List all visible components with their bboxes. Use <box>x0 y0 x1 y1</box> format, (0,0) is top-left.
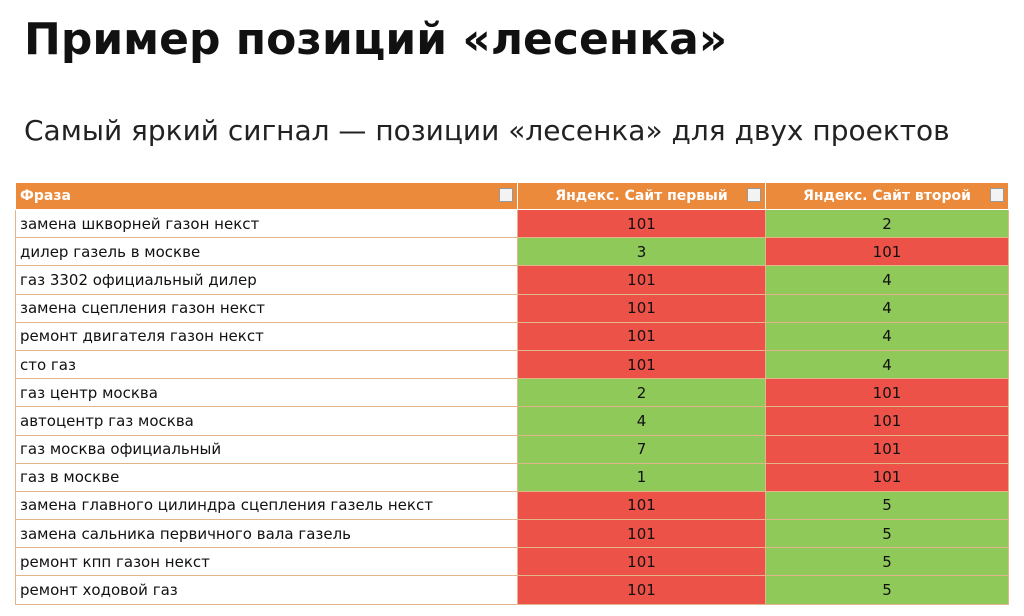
table-row: газ в москве 1 101 <box>15 462 1009 492</box>
position-cell: 101 <box>517 575 766 605</box>
phrase-cell: газ москва официальный <box>15 434 518 464</box>
column-header-text: Яндекс. Сайт первый <box>555 188 728 204</box>
phrase-cell: ремонт ходовой газ <box>15 575 518 605</box>
position-cell: 101 <box>517 265 766 295</box>
position-cell: 4 <box>765 321 1009 351</box>
position-cell: 101 <box>765 434 1009 464</box>
position-cell: 101 <box>517 490 766 521</box>
position-cell: 101 <box>765 462 1009 492</box>
position-cell: 5 <box>765 519 1009 549</box>
position-cell: 4 <box>517 406 766 436</box>
table-row: газ центр москва 2 101 <box>15 378 1009 408</box>
position-cell: 4 <box>765 349 1009 380</box>
phrase-cell: замена сальника первичного вала газель <box>15 519 518 549</box>
table-row: газ москва официальный 7 101 <box>15 434 1009 464</box>
position-cell: 4 <box>765 293 1009 323</box>
table-row: ремонт двигателя газон некст 101 4 <box>15 321 1009 351</box>
filter-button[interactable] <box>990 188 1004 202</box>
position-cell: 7 <box>517 434 766 464</box>
table: Фраза Яндекс. Сайт первый Яндекс. Сайт вто… <box>15 182 1009 605</box>
table-row: ремонт ходовой газ 101 5 <box>15 575 1009 605</box>
position-cell: 4 <box>765 265 1009 295</box>
position-cell: 2 <box>765 208 1009 239</box>
table-row: сто газ 101 4 <box>15 349 1009 380</box>
column-header: Фраза <box>15 182 518 210</box>
subtitle: Самый яркий сигнал — позиции «лесенка» д… <box>24 114 950 147</box>
phrase-cell: замена сцепления газон некст <box>15 293 518 323</box>
position-cell: 101 <box>517 547 766 577</box>
header-row: Фраза Яндекс. Сайт первый Яндекс. Сайт вто… <box>15 182 1009 210</box>
position-cell: 101 <box>765 406 1009 436</box>
phrase-cell: ремонт двигателя газон некст <box>15 321 518 351</box>
position-cell: 101 <box>517 349 766 380</box>
position-cell: 101 <box>517 208 766 239</box>
column-header: Яндекс. Сайт первый <box>517 182 766 210</box>
position-cell: 101 <box>765 378 1009 408</box>
table-row: газ 3302 официальный дилер 101 4 <box>15 265 1009 295</box>
filter-button[interactable] <box>499 188 513 202</box>
phrase-cell: автоцентр газ москва <box>15 406 518 436</box>
position-cell: 101 <box>517 293 766 323</box>
table-row: замена главного цилиндра сцепления газел… <box>15 490 1009 521</box>
position-cell: 101 <box>517 519 766 549</box>
phrase-cell: газ центр москва <box>15 378 518 408</box>
table-row: ремонт кпп газон некст 101 5 <box>15 547 1009 577</box>
phrase-cell: ремонт кпп газон некст <box>15 547 518 577</box>
position-cell: 101 <box>765 237 1009 267</box>
phrase-cell: дилер газель в москве <box>15 237 518 267</box>
position-cell: 3 <box>517 237 766 267</box>
column-header-text: Яндекс. Сайт второй <box>803 188 971 204</box>
position-cell: 5 <box>765 547 1009 577</box>
phrase-cell: замена шкворней газон некст <box>15 208 518 239</box>
table-row: замена сальника первичного вала газель 10… <box>15 519 1009 549</box>
phrase-cell: сто газ <box>15 349 518 380</box>
table-row: автоцентр газ москва 4 101 <box>15 406 1009 436</box>
column-header: Яндекс. Сайт второй <box>765 182 1009 210</box>
title: Пример позиций «лесенка» <box>24 14 728 65</box>
table-row: дилер газель в москве 3 101 <box>15 237 1009 267</box>
phrase-cell: замена главного цилиндра сцепления газел… <box>15 490 518 521</box>
column-header-text: Фраза <box>20 188 71 204</box>
position-cell: 2 <box>517 378 766 408</box>
position-cell: 1 <box>517 462 766 492</box>
table-body: замена шкворней газон некст 101 2 дилер газ… <box>15 208 1009 605</box>
position-cell: 5 <box>765 575 1009 605</box>
table-row: замена шкворней газон некст 101 2 <box>15 208 1009 239</box>
phrase-cell: газ в москве <box>15 462 518 492</box>
position-cell: 5 <box>765 490 1009 521</box>
filter-button[interactable] <box>747 188 761 202</box>
table-row: замена сцепления газон некст 101 4 <box>15 293 1009 323</box>
position-cell: 101 <box>517 321 766 351</box>
phrase-cell: газ 3302 официальный дилер <box>15 265 518 295</box>
